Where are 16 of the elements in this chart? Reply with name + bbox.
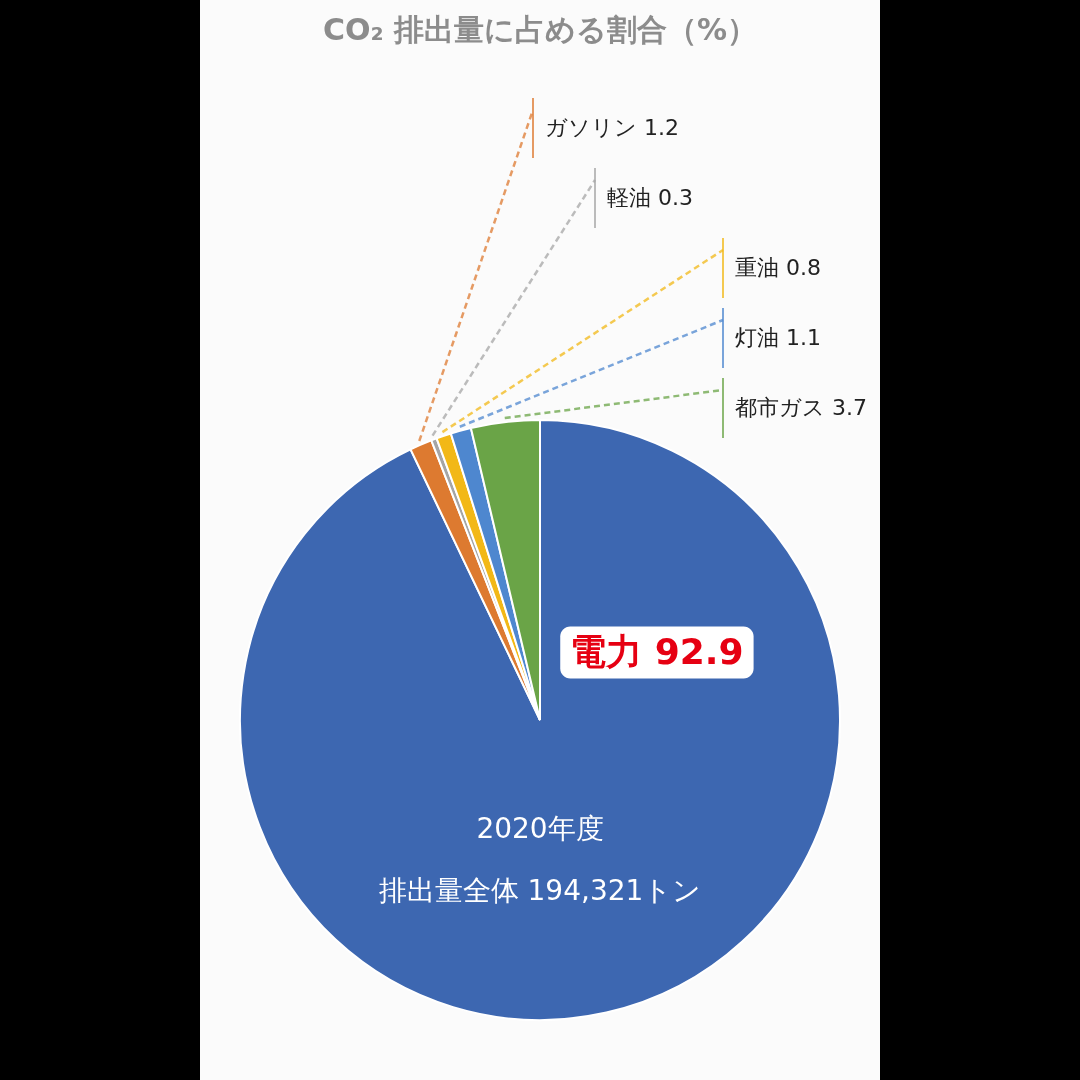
text: 排出量全体 194,321トン [378, 874, 702, 907]
pie-slice [239, 419, 841, 1021]
data-label: 92.9 [654, 630, 744, 672]
text: 2020年度 [476, 812, 604, 845]
data-label: 1.2 [643, 115, 679, 140]
data-label: 3.7 [831, 395, 867, 420]
slice-label: ガソリン [545, 115, 637, 140]
data-label: 0.8 [785, 255, 821, 280]
chart-title: CO₂ 排出量に占める割合（%） [322, 12, 758, 47]
slice-label: 都市ガス [735, 395, 825, 420]
data-label: 1.1 [785, 325, 821, 350]
slice-label: 灯油 [735, 325, 779, 350]
slice-label: 電力 [570, 630, 643, 672]
slice-label: 軽油 [607, 185, 651, 210]
slice-label: 重油 [735, 255, 779, 280]
data-label: 0.3 [657, 185, 693, 210]
